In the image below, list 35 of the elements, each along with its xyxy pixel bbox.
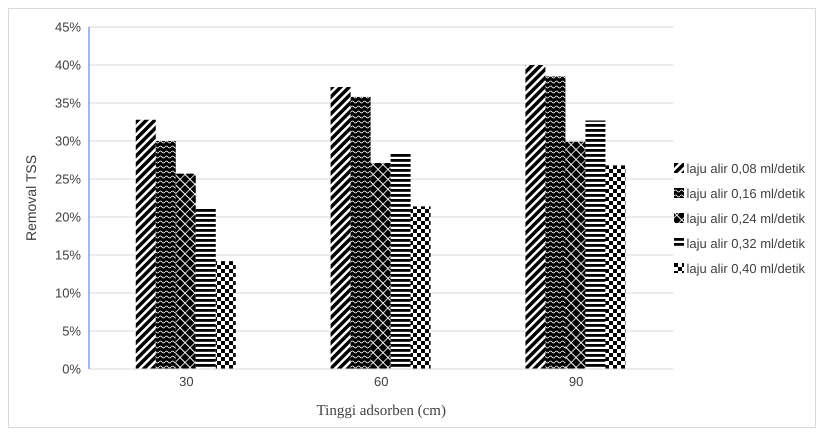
y-tick-label: 5% [62, 324, 82, 339]
bar [330, 87, 351, 369]
bar [525, 65, 546, 369]
legend-label: laju alir 0,40 ml/detik [686, 260, 805, 276]
y-tick-label: 20% [54, 210, 82, 225]
bar [545, 76, 566, 369]
y-tick-label: 45% [54, 20, 82, 35]
bar [370, 163, 391, 369]
legend-label: laju alir 0,08 ml/detik [686, 160, 805, 176]
x-tick-label: 60 [374, 374, 388, 390]
x-axis-title: Tinggi adsorben (cm) [316, 403, 446, 419]
bar [350, 96, 371, 369]
bar [216, 261, 236, 369]
bar [605, 165, 626, 369]
y-tick-label: 10% [54, 286, 82, 301]
bar [410, 206, 431, 369]
y-tick-label: 15% [54, 248, 82, 263]
legend-label: laju alir 0,16 ml/detik [686, 186, 805, 200]
bar [196, 208, 216, 369]
legend-label: laju alir 0,24 ml/detik [686, 210, 805, 226]
bar [390, 152, 411, 369]
y-tick-label: 0% [62, 362, 82, 377]
legend-label: laju alir 0,32 ml/detik [686, 236, 805, 250]
y-tick-label: 25% [54, 172, 82, 187]
bar [156, 141, 176, 369]
bar [565, 142, 586, 369]
x-tick-label: 90 [568, 374, 584, 390]
x-tick-label: 30 [179, 374, 194, 390]
bar [176, 174, 196, 369]
y-tick-label: 30% [54, 134, 82, 149]
bar [585, 120, 606, 369]
y-tick-label: 35% [54, 96, 82, 111]
y-tick-label: 40% [54, 58, 82, 73]
y-axis-title: Removal TSS [22, 154, 39, 242]
bar [136, 120, 156, 369]
